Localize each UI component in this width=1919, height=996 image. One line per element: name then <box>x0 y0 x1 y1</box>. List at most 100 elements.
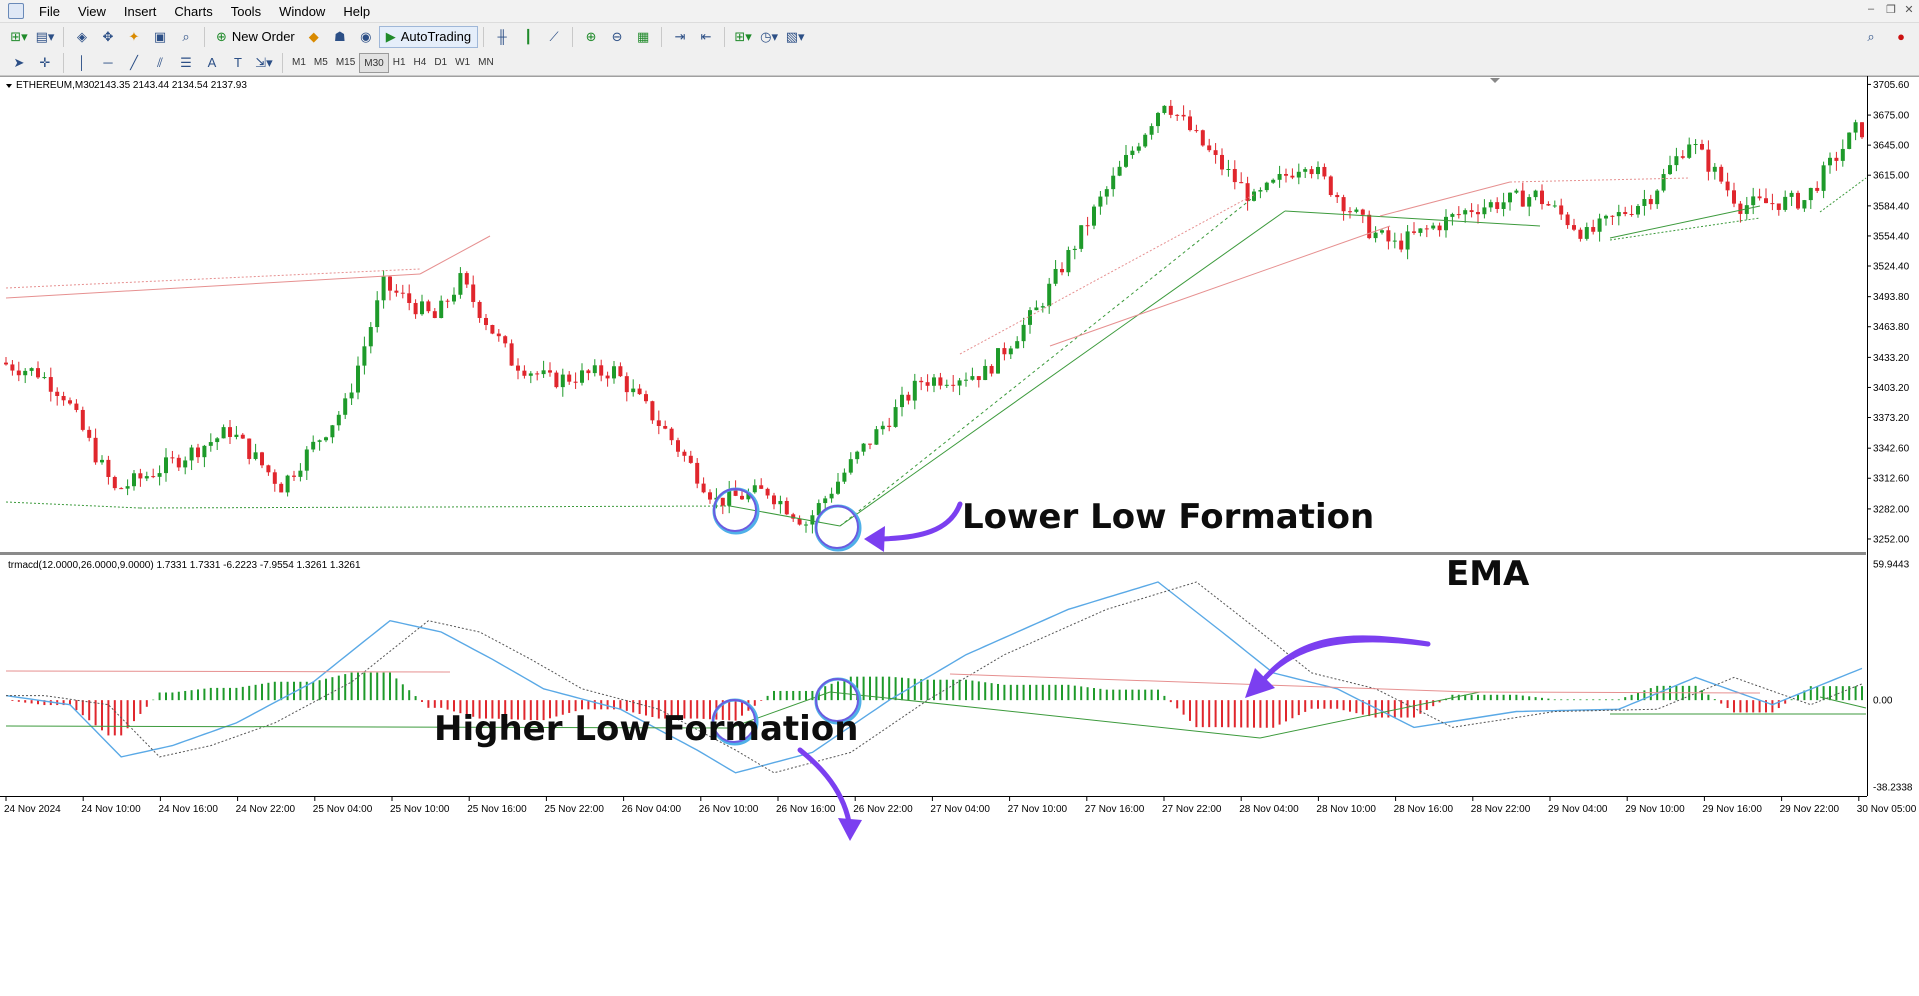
candle-body <box>1757 196 1762 199</box>
minimize-icon[interactable]: – <box>1867 3 1875 15</box>
new-chart-icon[interactable]: ⊞▾ <box>10 28 28 44</box>
green-trendline <box>1609 205 1761 239</box>
candle-body <box>1117 166 1122 176</box>
text-icon[interactable]: A <box>207 55 217 70</box>
candle-body <box>1002 348 1007 355</box>
candle-body <box>836 481 840 494</box>
app-logo-icon <box>8 3 24 19</box>
crosshair-icon[interactable]: ✛ <box>39 54 51 70</box>
autotrading-button[interactable]: ▶ AutoTrading <box>378 25 479 48</box>
candle-body <box>791 514 796 519</box>
time-tick-label: 28 Nov 22:00 <box>1471 804 1531 815</box>
zoom-out-icon[interactable]: ⊖ <box>611 28 623 44</box>
metaeditor-icon[interactable]: ◆ <box>308 28 319 44</box>
timeframe-h4[interactable]: H4 <box>413 56 427 68</box>
candle-body <box>132 473 136 487</box>
tile-windows-icon[interactable]: ▦ <box>636 28 650 44</box>
auto-scroll-icon[interactable]: ⇤ <box>700 28 712 44</box>
candle-body <box>541 370 546 375</box>
candle-body <box>119 488 124 490</box>
timeframe-mn[interactable]: MN <box>478 56 494 68</box>
chart-canvas[interactable]: 3705.60 3675.00 3645.00 3615.00 3584.40 3554.… <box>0 76 1919 996</box>
search-icon[interactable]: ⌕ <box>1867 28 1875 44</box>
candle-body <box>208 442 213 446</box>
green-dotted-trendline <box>1609 217 1761 241</box>
market-icon[interactable]: ◉ <box>360 28 372 44</box>
fibonacci-icon[interactable]: ☰ <box>180 54 192 70</box>
candle-body <box>548 370 552 373</box>
candlestick-icon[interactable]: ┃ <box>524 28 533 44</box>
zoom-in-icon[interactable]: ⊕ <box>585 28 597 44</box>
candle-body <box>1021 324 1026 342</box>
chart-shift-icon[interactable]: ⇥ <box>674 28 686 44</box>
templates-icon[interactable]: ▧▾ <box>785 28 805 44</box>
candle-body <box>1719 166 1724 182</box>
timeframe-w1[interactable]: W1 <box>455 56 471 68</box>
vertical-line-icon[interactable]: │ <box>77 55 87 70</box>
candle-body <box>1226 168 1231 170</box>
green-dotted-trendline <box>1819 177 1867 213</box>
candle-body <box>727 489 732 506</box>
text-label-icon[interactable]: T <box>234 55 242 70</box>
candle-body <box>151 476 156 478</box>
candle-body <box>100 459 104 463</box>
bar-chart-icon[interactable]: ╫ <box>497 29 507 44</box>
notifications-icon[interactable]: ● <box>1897 29 1905 44</box>
candle-body <box>1175 114 1180 116</box>
trendline-icon[interactable]: ╱ <box>130 54 138 70</box>
candle-body <box>1322 166 1327 177</box>
horizontal-line-icon[interactable]: ─ <box>103 55 113 70</box>
candle-body <box>176 457 181 468</box>
candle-body <box>912 380 917 401</box>
timeframe-d1[interactable]: D1 <box>434 56 448 68</box>
candle-body <box>592 365 597 374</box>
menu-file[interactable]: File <box>39 3 60 19</box>
candle-body <box>1328 176 1333 196</box>
menu-insert[interactable]: Insert <box>123 3 157 19</box>
market-watch-icon[interactable]: ◈ <box>77 28 87 44</box>
price-tick-label: 3705.60 <box>1873 80 1910 91</box>
profiles-icon[interactable]: ▤▾ <box>35 28 55 44</box>
indicator-divergence-lines <box>5 670 1867 739</box>
candle-body <box>1482 207 1487 215</box>
autotrading-label: AutoTrading <box>400 29 472 44</box>
candle-body <box>1732 190 1736 204</box>
candle-body <box>1386 230 1391 242</box>
restore-icon[interactable]: ❐ <box>1886 4 1896 16</box>
timeframe-h1[interactable]: H1 <box>392 56 406 68</box>
candle-body <box>1584 227 1589 239</box>
signals-icon[interactable]: ☗ <box>333 28 346 44</box>
menu-window[interactable]: Window <box>279 3 326 19</box>
line-chart-icon[interactable]: ⟋ <box>549 28 559 44</box>
menu-charts[interactable]: Charts <box>174 3 213 19</box>
menu-view[interactable]: View <box>77 3 106 19</box>
indicators-icon[interactable]: ⊞▾ <box>734 28 752 44</box>
arrows-icon[interactable]: ⇲▾ <box>255 54 273 70</box>
new-order-button[interactable]: ⊕ New Order <box>210 26 301 48</box>
close-icon[interactable]: ✕ <box>1904 4 1914 16</box>
time-tick-label: 26 Nov 22:00 <box>853 804 913 815</box>
menu-help[interactable]: Help <box>343 3 371 19</box>
candle-body <box>1488 202 1493 208</box>
data-window-icon[interactable]: ✥ <box>102 28 114 44</box>
chart-window[interactable]: 3705.60 3675.00 3645.00 3615.00 3584.40 3554.… <box>0 76 1919 996</box>
navigator-icon[interactable]: ✦ <box>128 28 140 44</box>
strategy-tester-icon[interactable]: ⌕ <box>182 28 190 44</box>
periods-icon[interactable]: ◷▾ <box>760 28 779 44</box>
terminal-icon[interactable]: ▣ <box>153 28 167 44</box>
cursor-icon[interactable]: ➤ <box>13 54 25 70</box>
price-tick-label: 3463.80 <box>1873 322 1910 333</box>
toolbar-divider <box>63 26 64 47</box>
timeframe-m30[interactable]: M30 <box>359 52 389 73</box>
timeframe-m5[interactable]: M5 <box>313 56 328 68</box>
candle-body <box>1232 168 1237 183</box>
channel-icon[interactable]: ⫽ <box>157 54 163 70</box>
candle-body <box>471 284 476 302</box>
pane-separator <box>0 552 1866 555</box>
candle-body <box>42 377 47 379</box>
timeframe-m15[interactable]: M15 <box>335 56 356 68</box>
timeframe-m1[interactable]: M1 <box>292 56 306 68</box>
candle-body <box>567 374 572 382</box>
candle-body <box>1162 105 1167 113</box>
menu-tools[interactable]: Tools <box>230 3 262 19</box>
